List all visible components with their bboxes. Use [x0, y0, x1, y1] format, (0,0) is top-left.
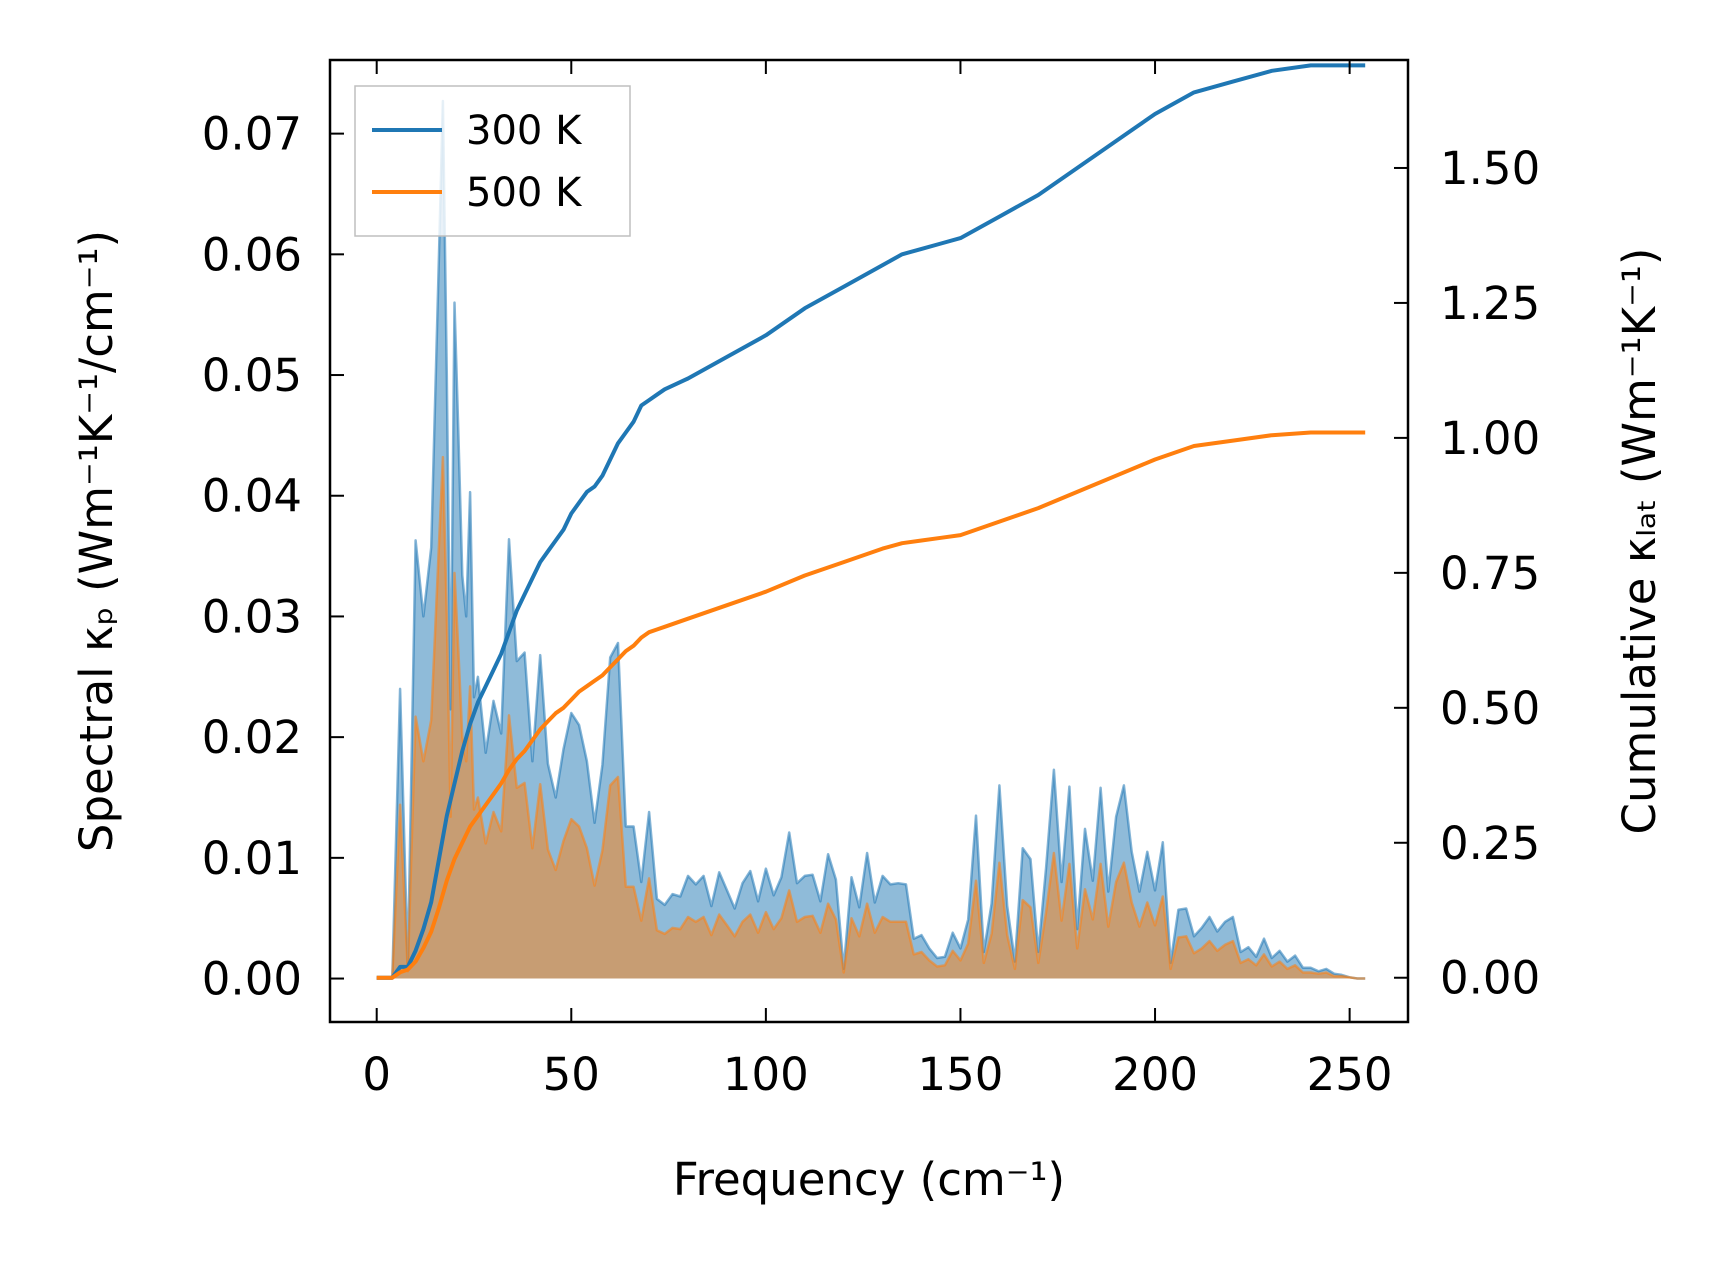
y-axis-left-title: Spectral κₚ (Wm⁻¹K⁻¹/cm⁻¹) — [70, 230, 123, 852]
x-tick-label: 250 — [1307, 1048, 1393, 1101]
x-tick-label: 150 — [918, 1048, 1004, 1101]
spectral-fill-500k — [376, 457, 1366, 979]
x-axis-title: Frequency (cm⁻¹) — [673, 1153, 1065, 1206]
cumulative-line-500k — [376, 430, 1366, 980]
x-tick-label: 50 — [543, 1048, 600, 1101]
y-right-tick-label: 1.00 — [1440, 412, 1540, 465]
y-axis-right-title: Cumulative κₗₐₜ (Wm⁻¹K⁻¹) — [1613, 248, 1666, 835]
axis-ticks — [330, 60, 1408, 1022]
y-right-tick-label: 1.50 — [1440, 142, 1540, 195]
y-right-tick-label: 1.25 — [1440, 277, 1540, 330]
legend-label-300k: 300 K — [466, 108, 583, 154]
cumulative-line-300k — [376, 63, 1366, 980]
plot-frame — [328, 58, 1410, 1024]
y-right-tick-label: 0.75 — [1440, 547, 1540, 600]
x-tick-label: 100 — [723, 1048, 809, 1101]
y-right-tick-label: 0.25 — [1440, 817, 1540, 870]
series-lines — [376, 63, 1366, 980]
y-right-tick-label: 0.50 — [1440, 682, 1540, 735]
x-tick-label: 200 — [1112, 1048, 1198, 1101]
spectral-line-300k — [376, 99, 1366, 980]
y-left-tick-label: 0.00 — [202, 953, 302, 1006]
y-left-tick-label: 0.04 — [202, 470, 302, 523]
y-left-tick-label: 0.06 — [202, 228, 302, 281]
x-tick-label: 0 — [362, 1048, 391, 1101]
axis-tick-labels: 0 50 100 150 200 250 0.00 0.01 0.02 0.03 0.04 0.05 0… — [202, 108, 1540, 1101]
legend-box — [354, 85, 631, 237]
y-left-tick-label: 0.02 — [202, 711, 302, 764]
y-left-tick-label: 0.01 — [202, 832, 302, 885]
y-left-tick-label: 0.07 — [202, 108, 302, 161]
legend-label-500k: 500 K — [466, 170, 583, 216]
y-left-tick-label: 0.05 — [202, 349, 302, 402]
spectral-line-500k — [376, 455, 1366, 980]
spectral-fills — [376, 99, 1366, 980]
plot-area — [376, 63, 1366, 980]
legend: 300 K 500 K — [354, 85, 631, 237]
y-left-tick-label: 0.03 — [202, 590, 302, 643]
y-right-tick-label: 0.00 — [1440, 952, 1540, 1005]
